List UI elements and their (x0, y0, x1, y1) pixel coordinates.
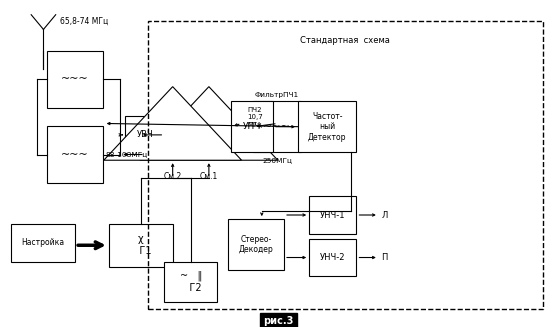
Bar (109, 224, 173, 267)
Bar (47, 51, 103, 108)
Text: УВЧ: УВЧ (136, 130, 153, 139)
Text: рис.3: рис.3 (263, 316, 294, 326)
Bar (253, 101, 301, 152)
Bar (309, 239, 356, 276)
Text: УНЧ-1: УНЧ-1 (320, 211, 345, 219)
Text: χ
   Г1: χ Г1 (130, 234, 152, 256)
Text: ~~~: ~~~ (61, 149, 89, 160)
Text: ~~~: ~~~ (61, 74, 89, 84)
Text: 88-108МГц: 88-108МГц (106, 151, 148, 158)
Text: ПЧ2
10,7
МГц: ПЧ2 10,7 МГц (247, 107, 263, 127)
Polygon shape (104, 87, 242, 160)
Bar (11, 224, 75, 262)
Bar (47, 126, 103, 183)
Bar (309, 196, 356, 234)
Text: ФильтрПЧ1: ФильтрПЧ1 (255, 92, 299, 98)
Text: 65,8-74 МГц: 65,8-74 МГц (60, 17, 109, 26)
Bar (164, 262, 217, 302)
Text: УПЧ: УПЧ (243, 122, 261, 131)
Text: УНЧ-2: УНЧ-2 (320, 253, 345, 262)
Bar (125, 116, 164, 154)
Text: П: П (382, 253, 388, 262)
Text: См.1: См.1 (200, 172, 218, 181)
Text: ~~~: ~~~ (263, 122, 291, 132)
Polygon shape (140, 87, 278, 160)
Bar (228, 219, 284, 270)
Text: Частот-
ный
Детектор: Частот- ный Детектор (308, 112, 346, 142)
Bar (231, 101, 273, 152)
Text: Настройка: Настройка (22, 238, 65, 247)
Bar (148, 21, 543, 309)
Text: 250МГц: 250МГц (262, 157, 292, 163)
Text: ~   ‖
   Г2: ~ ‖ Г2 (179, 271, 202, 293)
Text: Стерео-
Декодер: Стерео- Декодер (239, 235, 273, 254)
Text: См.2: См.2 (164, 172, 182, 181)
Text: Стандартная  схема: Стандартная схема (300, 36, 390, 45)
Text: Л: Л (382, 211, 388, 219)
Bar (298, 101, 356, 152)
